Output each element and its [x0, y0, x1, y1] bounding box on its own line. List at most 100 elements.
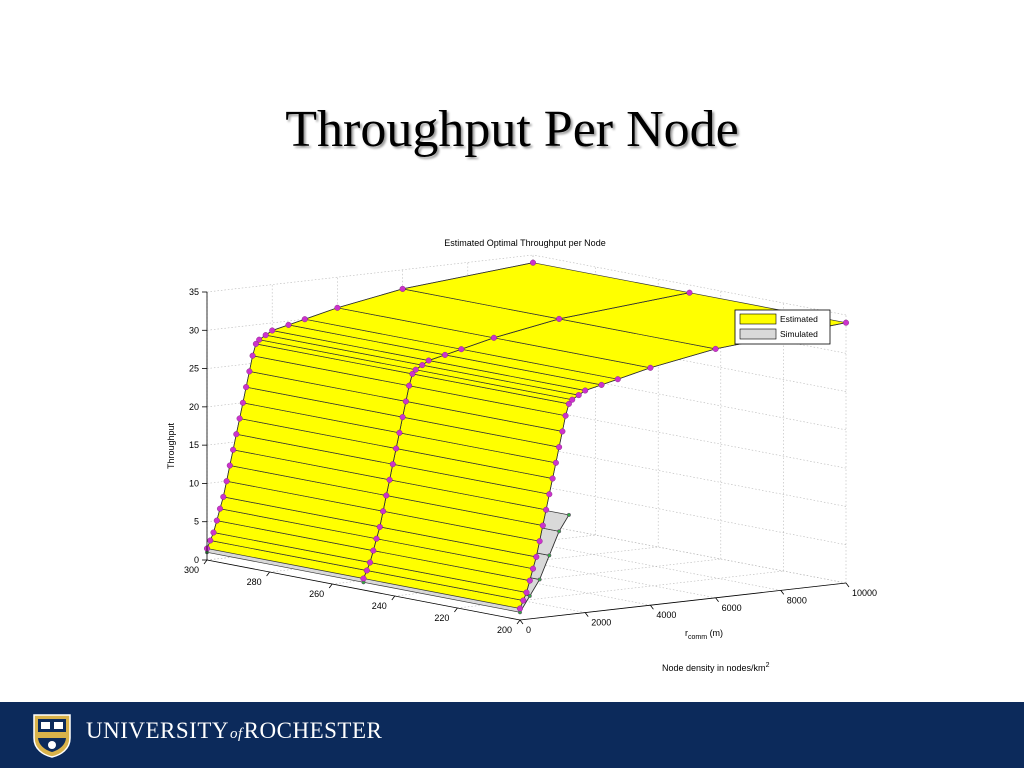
estimated-marker [552, 459, 559, 466]
estimated-marker [517, 605, 524, 612]
estimated-marker [523, 589, 530, 596]
estimated-marker [530, 565, 537, 572]
gridline [402, 537, 716, 599]
estimated-marker [236, 415, 243, 422]
simulated-profile-line [519, 514, 570, 613]
density-axis-line [206, 559, 521, 621]
gridline [532, 407, 847, 469]
chart-title: Estimated Optimal Throughput per Node [444, 238, 605, 248]
z-tick-label: 20 [189, 402, 199, 412]
legend-swatch-estimated [739, 313, 777, 325]
gridline [206, 254, 534, 293]
estimated-marker [402, 398, 409, 405]
gridline [532, 254, 847, 316]
estimated-marker [556, 444, 563, 451]
estimated-marker [543, 506, 550, 513]
density-tick [328, 583, 333, 589]
estimated-marker [399, 285, 406, 292]
estimated-marker [396, 429, 403, 436]
estimated-marker [376, 523, 383, 530]
density-tick [454, 607, 458, 613]
legend-swatch-simulated [739, 328, 777, 340]
estimated-marker [490, 334, 497, 341]
legend: Estimated Simulated [734, 309, 831, 345]
simulated-marker [566, 512, 571, 517]
estimated-marker [386, 476, 393, 483]
estimated-marker [536, 538, 543, 545]
simulated-marker [557, 529, 562, 534]
gridline [532, 369, 847, 431]
estimated-marker [334, 304, 341, 311]
gridline [532, 484, 847, 546]
estimated-marker [370, 547, 377, 554]
estimated-marker [233, 431, 240, 438]
simulated-marker [527, 593, 532, 598]
z-tick-label: 25 [189, 364, 199, 374]
estimated-marker [246, 368, 253, 375]
chart-surface [204, 259, 850, 615]
estimated-marker [393, 445, 400, 452]
estimated-marker [360, 575, 367, 582]
density-tick-label: 300 [184, 565, 199, 575]
density-tick-label: 240 [372, 601, 387, 611]
z-tick-label: 35 [189, 287, 199, 297]
estimated-marker [458, 346, 465, 353]
estimated-marker [383, 492, 390, 499]
gridline [467, 530, 781, 591]
z-tick-label: 0 [194, 555, 199, 565]
density-tick-label: 200 [497, 625, 512, 635]
gridline [337, 544, 651, 606]
estimated-marker [549, 475, 556, 482]
estimated-marker [239, 399, 246, 406]
density-tick [203, 559, 208, 565]
estimated-marker [442, 351, 449, 358]
estimated-marker [223, 478, 230, 485]
slide-title: Throughput Per Node [285, 101, 739, 158]
rcomm-tick [584, 612, 589, 617]
wordmark-rochester: ROCHESTER [243, 718, 383, 743]
estimated-marker [409, 370, 416, 377]
rcomm-tick-label: 10000 [852, 588, 877, 598]
estimated-marker [269, 327, 276, 334]
rcomm-tick-label: 2000 [591, 618, 611, 628]
estimated-marker [301, 316, 308, 323]
estimated-marker [216, 505, 223, 512]
estimated-marker [220, 493, 227, 500]
estimated-marker [366, 559, 373, 566]
rcomm-tick-label: 8000 [787, 595, 807, 605]
estimated-marker [539, 522, 546, 529]
estimated-marker [559, 428, 566, 435]
estimated-marker [207, 537, 214, 544]
z-tick-label: 10 [189, 478, 199, 488]
estimated-marker [562, 412, 569, 419]
estimated-marker [252, 340, 259, 347]
estimated-marker [614, 376, 621, 383]
estimated-marker [285, 321, 292, 328]
density-axis-label: Node density in nodes/km2 [662, 662, 770, 673]
wordmark-of: of [230, 726, 243, 742]
estimated-marker [712, 345, 719, 352]
simulated-marker [537, 577, 542, 582]
estimated-marker [546, 491, 553, 498]
r-comm-axis-label: rcomm (m) [685, 628, 723, 641]
estimated-marker [399, 414, 406, 421]
density-tick [391, 595, 396, 601]
wordmark-university: UNIVERSITY [86, 718, 229, 743]
rcomm-tick [845, 582, 850, 588]
university-seal-logo [33, 714, 71, 758]
estimated-marker [230, 446, 237, 453]
z-tick-label: 15 [189, 440, 199, 450]
z-tick-label: 5 [194, 517, 199, 527]
rcomm-tick [715, 597, 719, 603]
estimated-marker [412, 366, 419, 373]
estimated-marker [647, 364, 654, 371]
density-tick [266, 571, 270, 577]
z-axis-label: Throughput [166, 422, 176, 469]
gridline [457, 570, 784, 609]
estimated-marker [226, 462, 233, 469]
estimated-marker [569, 396, 576, 403]
simulated-marker [547, 553, 552, 558]
estimated-marker [380, 508, 387, 515]
estimated-marker [249, 352, 256, 359]
